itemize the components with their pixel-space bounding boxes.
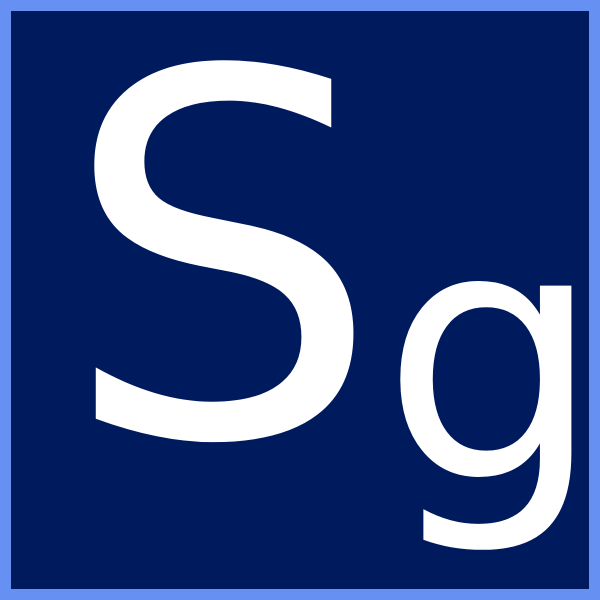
symbol-tile: S g	[11, 11, 589, 589]
symbol-secondary-letter: g	[381, 152, 589, 560]
symbol-primary-letter: S	[61, 11, 382, 555]
